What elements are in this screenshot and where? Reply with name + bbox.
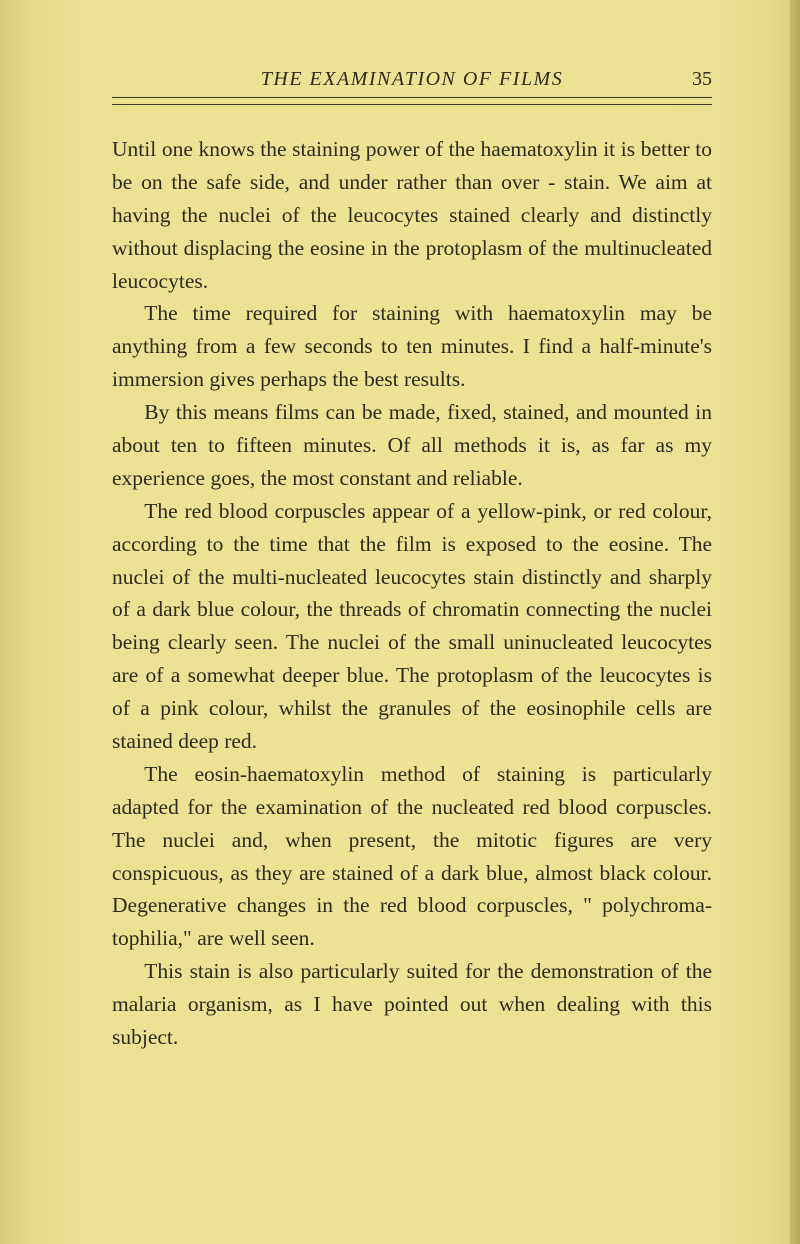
scanned-page: THE EXAMINATION OF FILMS 35 Until one kn… <box>0 0 800 1244</box>
page-edge-shadow <box>790 0 800 1244</box>
page-number: 35 <box>662 68 712 91</box>
paragraph: The eosin-haematoxylin method of stainin… <box>112 758 712 955</box>
paragraph: The time required for staining with haem… <box>112 297 712 396</box>
header-rule <box>112 104 712 105</box>
page-header: THE EXAMINATION OF FILMS 35 <box>112 68 712 98</box>
paragraph: This stain is also particularly suited f… <box>112 955 712 1054</box>
body-text: Until one knows the staining power of th… <box>112 133 712 1054</box>
paragraph: The red blood corpuscles appear of a yel… <box>112 495 712 758</box>
running-title: THE EXAMINATION OF FILMS <box>112 68 662 91</box>
paragraph: By this means films can be made, fixed, … <box>112 396 712 495</box>
paragraph: Until one knows the staining power of th… <box>112 133 712 297</box>
